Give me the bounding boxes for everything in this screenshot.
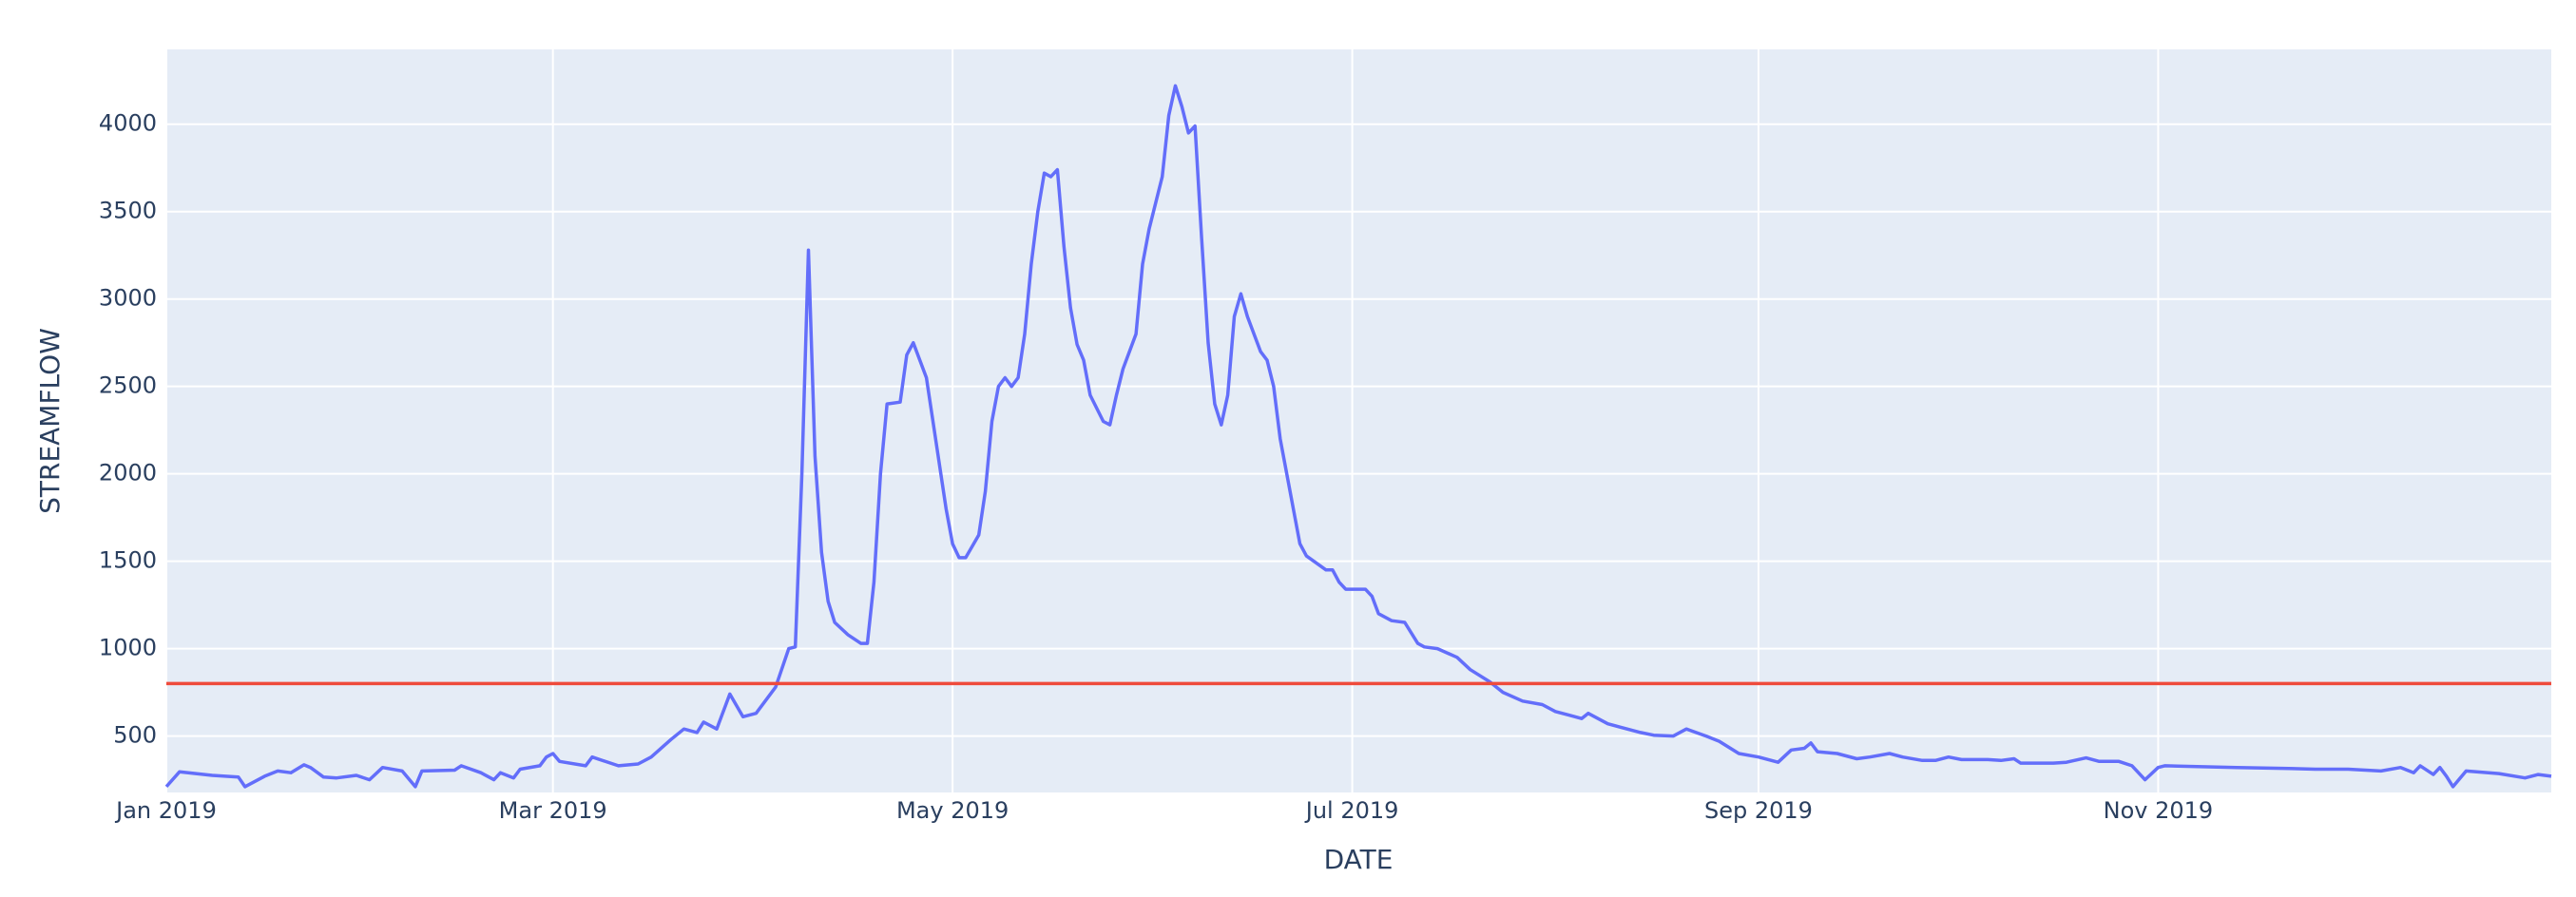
x-axis-title: DATE bbox=[1324, 844, 1394, 875]
x-tick-label: Mar 2019 bbox=[499, 797, 607, 824]
y-tick-label: 4000 bbox=[99, 110, 157, 137]
y-axis-title: STREAMFLOW bbox=[34, 328, 66, 514]
y-tick-label: 3000 bbox=[99, 285, 157, 312]
x-tick-label: Jul 2019 bbox=[1304, 797, 1399, 824]
y-tick-label: 500 bbox=[113, 722, 157, 749]
y-tick-label: 3500 bbox=[99, 198, 157, 224]
y-tick-label: 2500 bbox=[99, 372, 157, 399]
y-tick-label: 1000 bbox=[99, 635, 157, 661]
plot-area bbox=[166, 49, 2551, 792]
x-tick-label: May 2019 bbox=[896, 797, 1009, 824]
y-tick-label: 1500 bbox=[99, 547, 157, 574]
x-tick-label: Jan 2019 bbox=[114, 797, 217, 824]
x-tick-label: Sep 2019 bbox=[1704, 797, 1813, 824]
series-line bbox=[164, 84, 2552, 789]
x-tick-label: Nov 2019 bbox=[2104, 797, 2214, 824]
y-tick-label: 2000 bbox=[99, 460, 157, 487]
